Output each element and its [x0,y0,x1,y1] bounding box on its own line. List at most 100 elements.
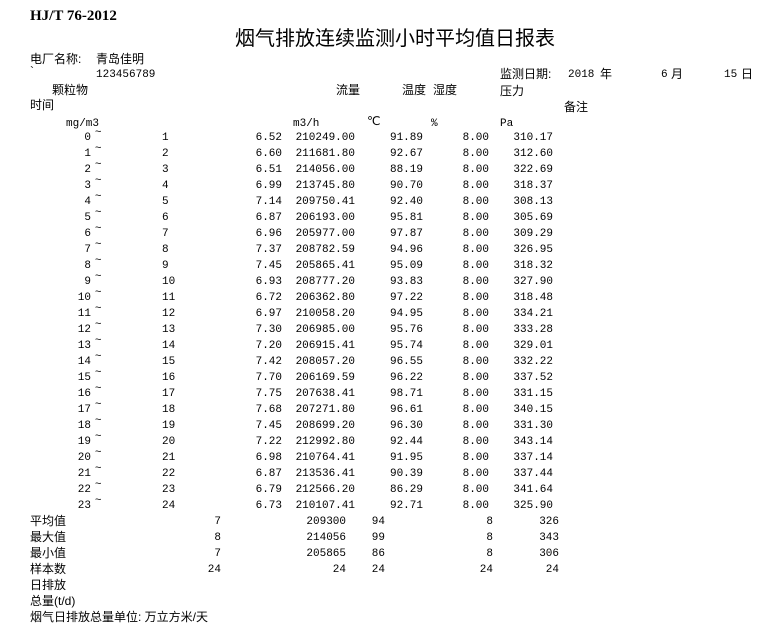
hour-end: 18 [162,404,176,416]
humidity-value: 8.00 [462,420,489,432]
humidity-value: 8.00 [462,196,489,208]
humidity-value: 8.00 [462,228,489,240]
flow-summary: 24 [332,564,346,576]
flow-value: 205977.00 [295,228,355,240]
pressure-summary: 24 [545,564,559,576]
hour-start: 16 [77,388,91,400]
pm-value: 6.79 [255,484,282,496]
pressure-summary: 306 [539,548,559,560]
flow-value: 206362.80 [295,292,355,304]
day-unit: 日 [741,67,754,81]
pm-value: 7.68 [255,404,282,416]
range-separator: ~ [95,446,102,458]
humidity-value: 8.00 [462,356,489,368]
hour-start: 11 [77,308,91,320]
pressure-value: 340.15 [513,404,553,416]
flow-summary: 209300 [306,516,346,528]
pressure-value: 318.48 [513,292,553,304]
temp-value: 92.71 [389,500,423,512]
total-label: 总量(t/d) [30,594,76,608]
backtick-mark: ` [30,64,34,78]
summary-label: 平均值 [30,514,67,528]
temp-value: 92.44 [389,436,423,448]
header-humidity: 湿度 [433,83,458,97]
pressure-value: 310.17 [513,132,553,144]
hour-start: 23 [77,500,91,512]
unit-humidity: % [431,118,438,130]
humidity-value: 8.00 [462,340,489,352]
humidity-value: 8.00 [462,372,489,384]
summary-label: 最大值 [30,530,67,544]
month-unit: 月 [671,67,684,81]
range-separator: ~ [95,286,102,298]
hour-start: 8 [84,260,91,272]
hour-start: 9 [84,276,91,288]
pm-value: 7.37 [255,244,282,256]
pm-value: 6.72 [255,292,282,304]
pressure-value: 332.22 [513,356,553,368]
hour-end: 4 [162,180,169,192]
hour-end: 11 [162,292,176,304]
temp-value: 92.40 [389,196,423,208]
year-unit: 年 [600,67,613,81]
pressure-value: 318.32 [513,260,553,272]
hour-end: 17 [162,388,176,400]
temp-summary: 94 [371,516,385,528]
hour-end: 7 [162,228,169,240]
hour-start: 20 [77,452,91,464]
temp-value: 96.22 [389,372,423,384]
hour-start: 22 [77,484,91,496]
hour-end: 22 [162,468,176,480]
hour-start: 15 [77,372,91,384]
hour-start: 10 [77,292,91,304]
range-separator: ~ [95,222,102,234]
pressure-value: 337.44 [513,468,553,480]
flow-value: 211681.80 [295,148,355,160]
pressure-value: 329.01 [513,340,553,352]
flow-value: 206915.41 [295,340,355,352]
report-title: 烟气排放连续监测小时平均值日报表 [235,28,555,50]
pm-value: 7.20 [255,340,282,352]
hour-start: 3 [84,180,91,192]
temp-value: 92.67 [389,148,423,160]
hour-start: 12 [77,324,91,336]
date-month: 6 [661,69,668,81]
humidity-value: 8.00 [462,180,489,192]
hour-end: 9 [162,260,169,272]
pm-value: 7.45 [255,420,282,432]
temp-value: 90.70 [389,180,423,192]
pm-value: 7.22 [255,436,282,448]
pm-value: 6.87 [255,212,282,224]
humidity-summary: 8 [486,516,493,528]
humidity-value: 8.00 [462,324,489,336]
flow-value: 206985.00 [295,324,355,336]
temp-value: 95.81 [389,212,423,224]
temp-value: 94.95 [389,308,423,320]
flow-value: 207271.80 [295,404,355,416]
pm-value: 7.75 [255,388,282,400]
hour-end: 20 [162,436,176,448]
humidity-value: 8.00 [462,308,489,320]
unit-pressure: Pa [500,118,514,130]
range-separator: ~ [95,414,102,426]
hour-end: 24 [162,500,176,512]
hour-end: 1 [162,132,169,144]
flow-value: 213745.80 [295,180,355,192]
hour-end: 15 [162,356,176,368]
flow-value: 206193.00 [295,212,355,224]
pressure-value: 312.60 [513,148,553,160]
hour-start: 5 [84,212,91,224]
hour-end: 21 [162,452,176,464]
humidity-value: 8.00 [462,276,489,288]
header-pm: 颗粒物 [52,83,89,97]
flow-value: 208057.20 [295,356,355,368]
temp-value: 91.89 [389,132,423,144]
hour-end: 6 [162,212,169,224]
range-separator: ~ [95,462,102,474]
flow-value: 213536.41 [295,468,355,480]
pm-value: 7.30 [255,324,282,336]
hour-end: 5 [162,196,169,208]
flow-summary: 205865 [306,548,346,560]
humidity-value: 8.00 [462,436,489,448]
humidity-value: 8.00 [462,260,489,272]
